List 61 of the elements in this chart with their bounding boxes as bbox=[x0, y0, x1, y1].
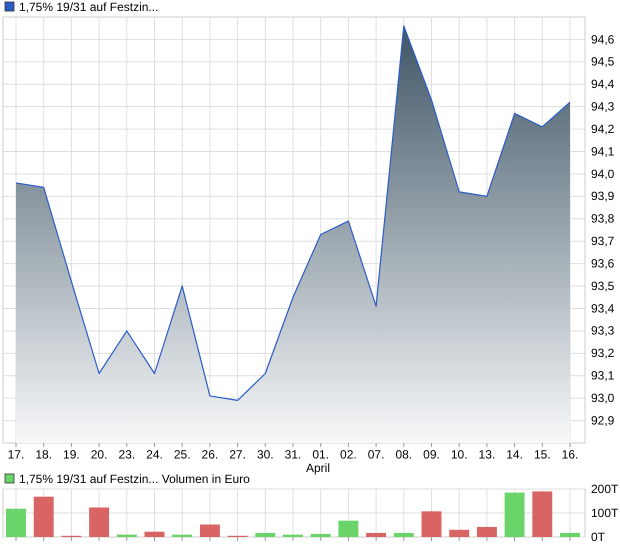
y-tick-label: 94,4 bbox=[591, 77, 615, 92]
legend-label: 1,75% 19/31 auf Festzin... bbox=[19, 0, 158, 14]
x-tick-label: 27. bbox=[229, 448, 246, 462]
x-tick-label: 02. bbox=[340, 448, 357, 462]
text: April bbox=[306, 461, 330, 475]
y-tick-label: 93,4 bbox=[591, 301, 615, 316]
y-tick-label: 93,6 bbox=[591, 256, 615, 270]
x-tick-label: 10. bbox=[450, 448, 468, 462]
y-tick-label: 93,7 bbox=[591, 234, 615, 248]
bar bbox=[144, 532, 164, 537]
y-tick-label: 93,1 bbox=[591, 368, 615, 383]
y-tick-label: 94,2 bbox=[591, 122, 615, 136]
y-tick-label: 200T bbox=[591, 482, 620, 496]
y-tick-label: 100T bbox=[591, 506, 620, 520]
y-tick-label: 94,6 bbox=[591, 32, 615, 46]
bar bbox=[89, 507, 110, 537]
y-tick-label: 94,1 bbox=[591, 144, 615, 158]
bar bbox=[338, 520, 358, 537]
y-tick-label: 94,5 bbox=[591, 54, 615, 69]
bar bbox=[504, 492, 525, 537]
x-tick-label: 08. bbox=[395, 448, 412, 462]
bar bbox=[6, 508, 26, 537]
x-tick-label: 25. bbox=[174, 448, 191, 462]
bar bbox=[34, 496, 54, 537]
y-tick-label: 93,9 bbox=[591, 189, 615, 204]
bar bbox=[200, 524, 220, 537]
x-tick-label: 14. bbox=[506, 448, 523, 462]
x-tick-label: 18. bbox=[35, 448, 52, 462]
y-tick-label: 94,0 bbox=[591, 166, 615, 181]
x-tick-label: 13. bbox=[478, 448, 496, 462]
x-tick-label: 23. bbox=[118, 448, 136, 462]
bar bbox=[310, 534, 331, 537]
x-tick-label: 16. bbox=[562, 448, 578, 462]
bar bbox=[422, 511, 442, 537]
y-tick-label: 93,3 bbox=[591, 324, 615, 338]
y-tick-label: 92,9 bbox=[591, 413, 615, 428]
y-tick-label: 0T bbox=[591, 530, 606, 544]
y-tick-label: 94,3 bbox=[591, 100, 615, 114]
x-tick-label: 17. bbox=[8, 448, 24, 462]
x-tick-label: 31. bbox=[284, 448, 302, 462]
bar bbox=[476, 526, 497, 537]
x-tick-label: 09. bbox=[423, 448, 440, 462]
y-tick-label: 93,2 bbox=[591, 346, 615, 360]
x-tick-label: 30. bbox=[256, 448, 274, 462]
bar bbox=[366, 532, 386, 537]
bar bbox=[532, 491, 552, 537]
y-tick-label: 93,8 bbox=[591, 212, 615, 226]
x-tick-label: 26. bbox=[202, 448, 218, 462]
x-tick-label: 24. bbox=[146, 448, 163, 462]
x-tick-label: 01. bbox=[312, 448, 330, 462]
bar bbox=[560, 532, 580, 537]
bar bbox=[449, 530, 470, 537]
x-tick-label: 07. bbox=[368, 448, 384, 462]
bar bbox=[255, 532, 276, 537]
x-tick-label: 20. bbox=[90, 448, 108, 462]
y-tick-label: 93,0 bbox=[591, 391, 615, 405]
y-tick-label: 93,5 bbox=[591, 278, 615, 293]
legend-label: 1,75% 19/31 auf Festzin... Volumen in Euro bbox=[19, 472, 250, 486]
bar bbox=[394, 532, 414, 537]
x-tick-label: 19. bbox=[63, 448, 80, 462]
x-tick-label: 15. bbox=[534, 448, 551, 462]
